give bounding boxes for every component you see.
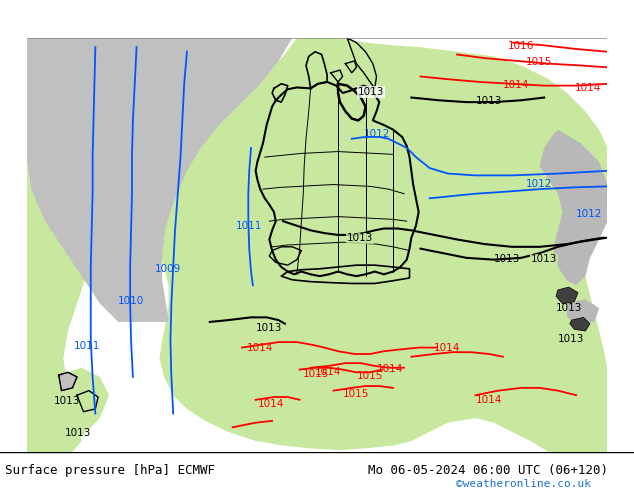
Polygon shape xyxy=(59,372,77,391)
Text: 1013: 1013 xyxy=(494,254,520,265)
Text: 1013: 1013 xyxy=(256,323,282,333)
Text: 1015: 1015 xyxy=(356,371,383,381)
Text: 1013: 1013 xyxy=(65,428,91,439)
Text: 1013: 1013 xyxy=(558,334,585,344)
Text: 1016: 1016 xyxy=(507,41,534,51)
Text: 1011: 1011 xyxy=(74,342,101,351)
Polygon shape xyxy=(540,129,607,285)
Text: 1013: 1013 xyxy=(358,87,385,97)
Text: 1015: 1015 xyxy=(526,57,552,68)
Text: Mo 06-05-2024 06:00 UTC (06+120): Mo 06-05-2024 06:00 UTC (06+120) xyxy=(368,464,608,476)
Text: 1014: 1014 xyxy=(377,364,403,374)
Text: 1012: 1012 xyxy=(364,129,390,139)
Text: 1014: 1014 xyxy=(503,80,529,90)
Text: 1014: 1014 xyxy=(247,343,273,353)
Polygon shape xyxy=(556,287,578,304)
Text: 1014: 1014 xyxy=(574,83,601,93)
Text: 1014: 1014 xyxy=(434,343,461,353)
Polygon shape xyxy=(567,299,599,324)
Text: 1011: 1011 xyxy=(235,220,262,230)
Text: 1013: 1013 xyxy=(556,303,583,313)
Text: ©weatheronline.co.uk: ©weatheronline.co.uk xyxy=(456,479,592,489)
Polygon shape xyxy=(570,318,590,331)
Polygon shape xyxy=(27,38,292,322)
Text: 1013: 1013 xyxy=(347,233,373,244)
Text: 1012: 1012 xyxy=(526,179,552,189)
Polygon shape xyxy=(256,82,418,276)
Polygon shape xyxy=(27,111,119,452)
Text: 1009: 1009 xyxy=(155,264,181,273)
Text: 1014: 1014 xyxy=(476,394,502,405)
Polygon shape xyxy=(27,368,109,452)
Text: 1014: 1014 xyxy=(315,367,342,377)
Text: 1014: 1014 xyxy=(257,399,284,409)
Text: 1013: 1013 xyxy=(531,254,557,265)
Text: 1010: 1010 xyxy=(119,295,145,306)
Text: 1012: 1012 xyxy=(576,209,602,219)
Text: 1015: 1015 xyxy=(342,389,369,399)
Text: 1013: 1013 xyxy=(476,96,502,106)
Text: Surface pressure [hPa] ECMWF: Surface pressure [hPa] ECMWF xyxy=(5,464,215,476)
Text: 1015: 1015 xyxy=(303,369,330,379)
Text: 1013: 1013 xyxy=(54,396,81,406)
Polygon shape xyxy=(160,38,607,452)
